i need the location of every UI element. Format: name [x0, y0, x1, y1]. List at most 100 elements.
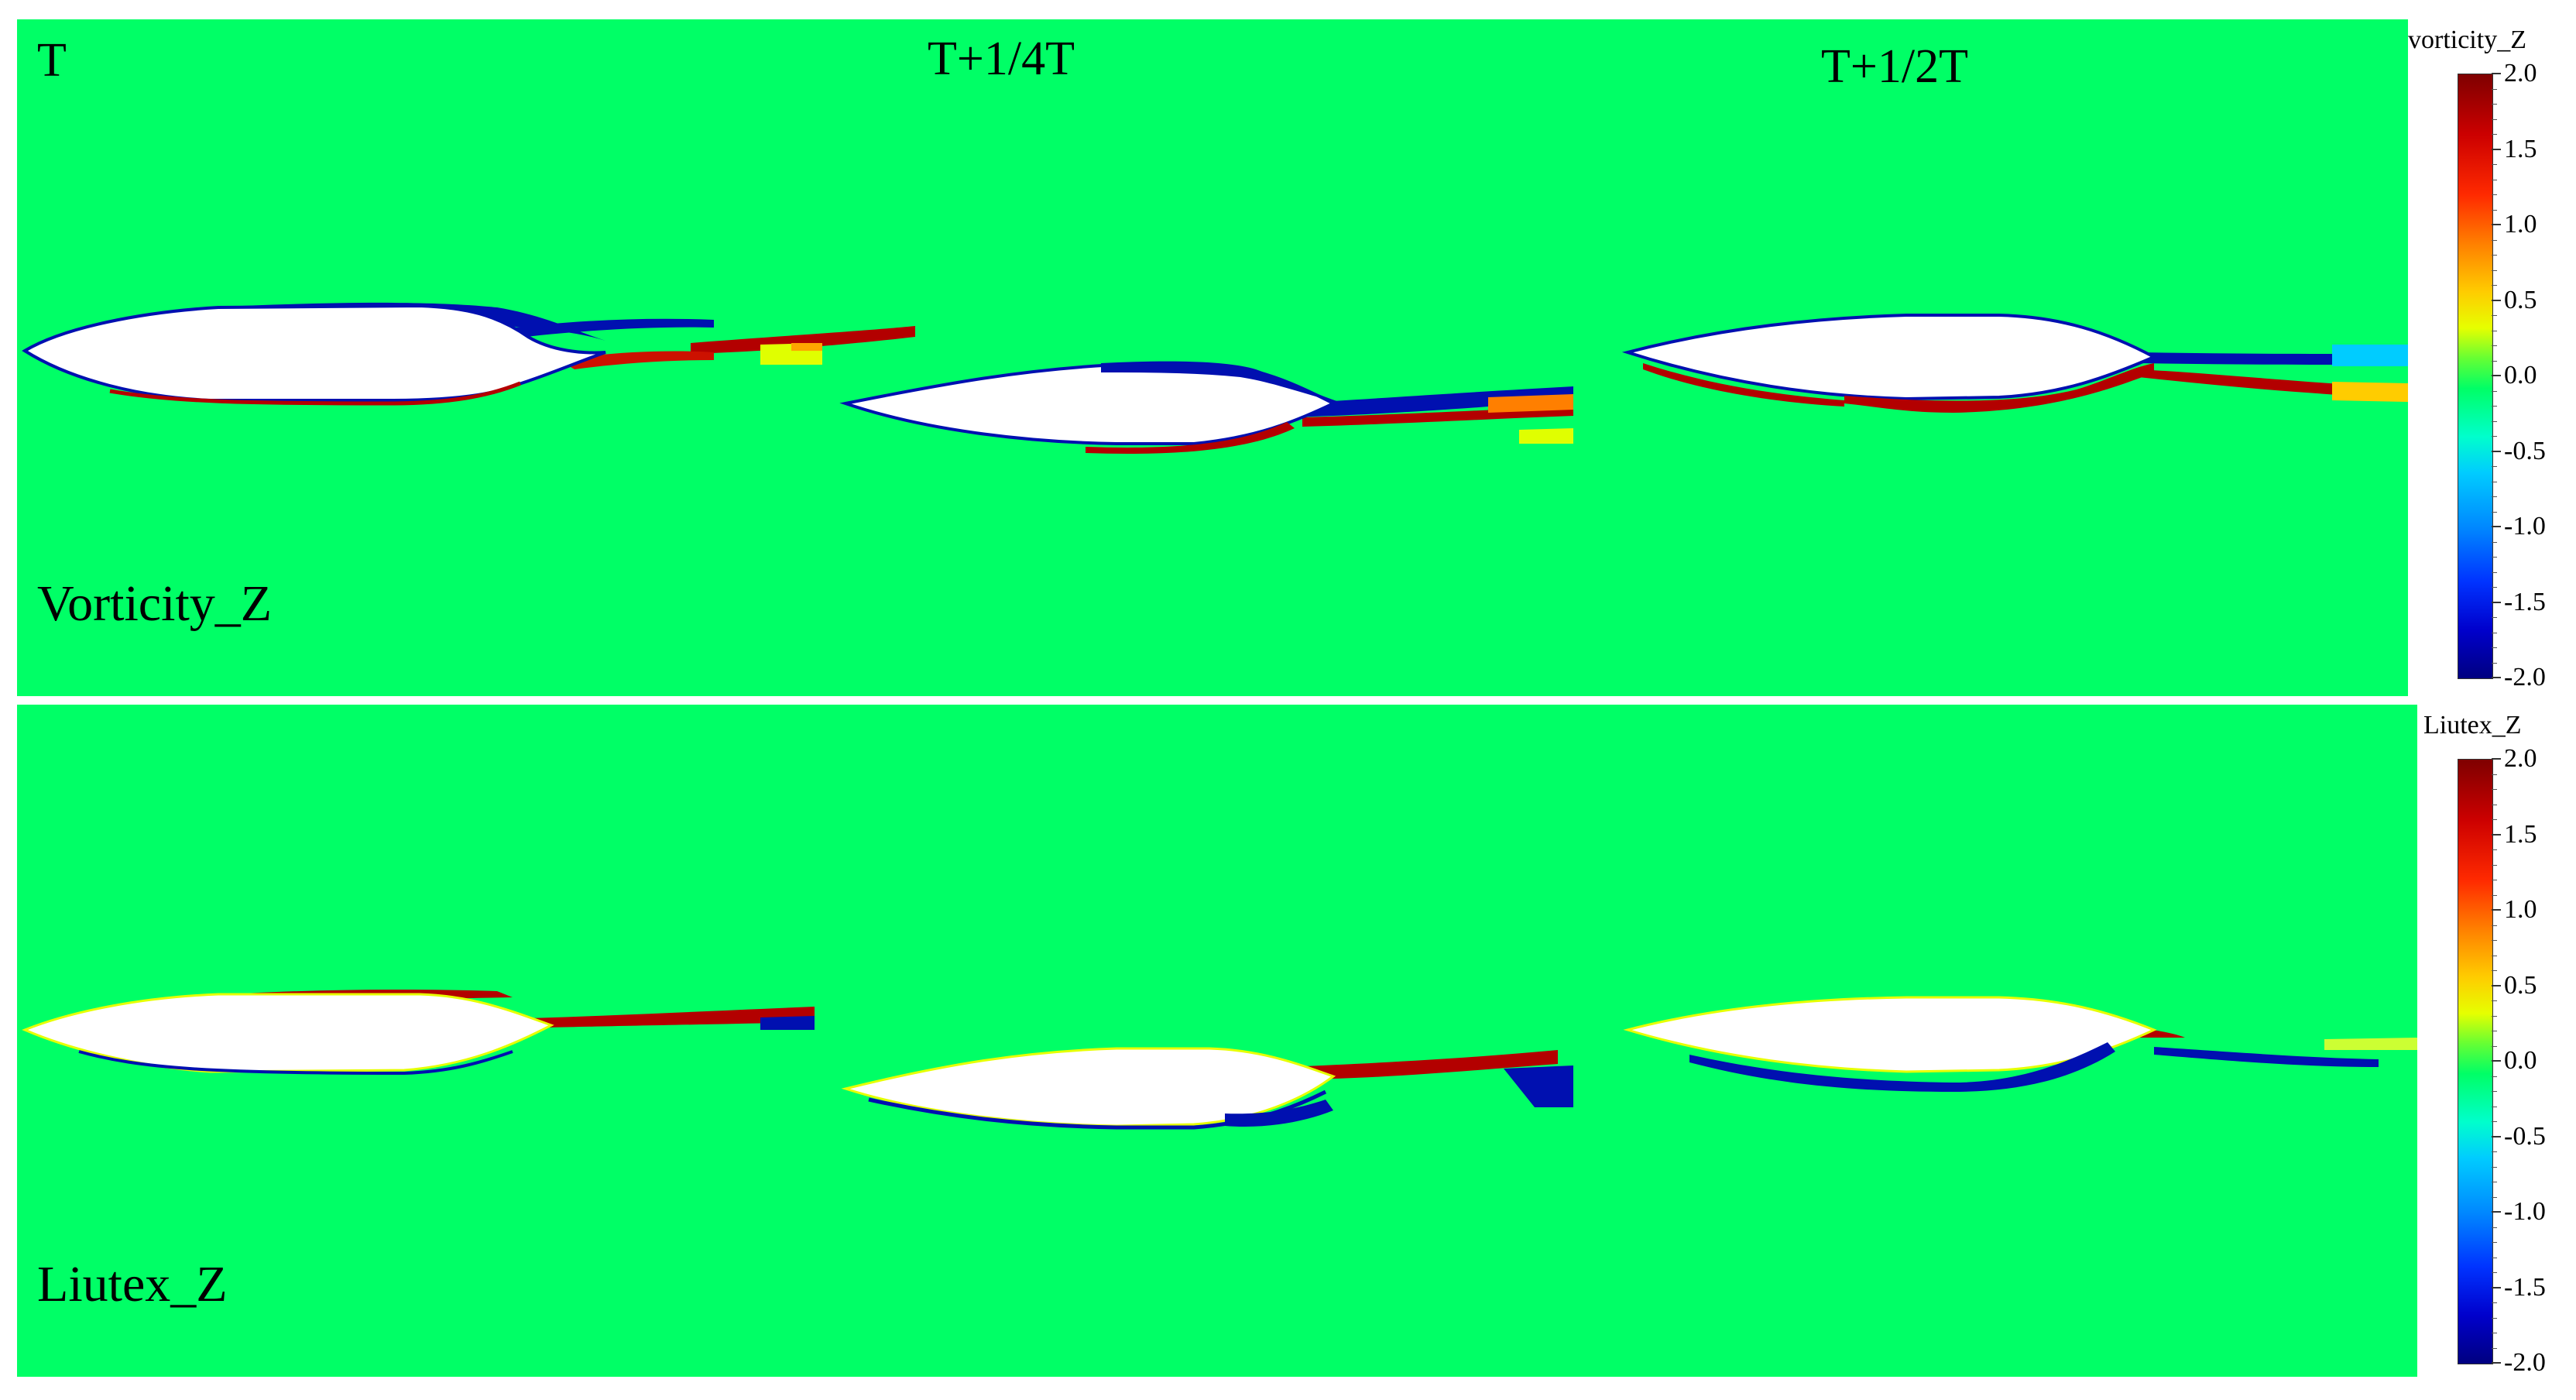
- vorticity-colorbar-gradient: [2458, 74, 2493, 679]
- colorbar-minor-tick: [2492, 647, 2497, 648]
- colorbar-tick-label: 2.0: [2504, 59, 2537, 88]
- colorbar-minor-tick: [2492, 496, 2497, 497]
- colorbar-minor-tick: [2492, 940, 2497, 941]
- colorbar-minor-tick: [2492, 662, 2497, 664]
- colorbar-tick-mark: [2492, 450, 2501, 452]
- colorbar-minor-tick: [2492, 894, 2497, 896]
- liutex-field: [22, 990, 2417, 1130]
- colorbar-tick-label: -1.5: [2504, 1272, 2546, 1302]
- colorbar-tick-label: 0.5: [2504, 970, 2537, 1000]
- colorbar-minor-tick: [2492, 1227, 2497, 1228]
- colorbar-tick-mark: [2492, 909, 2501, 911]
- liutex-panel: Liutex_Z: [17, 705, 2417, 1377]
- colorbar-tick-mark: [2492, 677, 2501, 678]
- colorbar-minor-tick: [2492, 1045, 2497, 1047]
- colorbar-minor-tick: [2492, 360, 2497, 362]
- colorbar-tick-label: 0.5: [2504, 285, 2537, 314]
- colorbar-minor-tick: [2492, 466, 2497, 467]
- colorbar-minor-tick: [2492, 315, 2497, 316]
- colorbar-minor-tick: [2492, 571, 2497, 573]
- colorbar-tick-label: -0.5: [2504, 1121, 2546, 1151]
- colorbar-minor-tick: [2492, 1015, 2497, 1017]
- colorbar-tick-label: -1.0: [2504, 512, 2546, 540]
- colorbar-minor-tick: [2492, 239, 2497, 241]
- colorbar-minor-tick: [2492, 1242, 2497, 1243]
- time-label-quarter: T+1/4T: [928, 33, 1075, 85]
- colorbar-minor-tick: [2492, 557, 2497, 558]
- colorbar-minor-tick: [2492, 345, 2497, 346]
- colorbar-minor-tick: [2492, 1121, 2497, 1122]
- colorbar-minor-tick: [2492, 255, 2497, 256]
- liutex-colorbar-gradient: [2458, 759, 2493, 1364]
- colorbar-minor-tick: [2492, 819, 2497, 820]
- colorbar-minor-tick: [2492, 849, 2497, 850]
- colorbar-minor-tick: [2492, 789, 2497, 790]
- time-label-half: T+1/2T: [1821, 40, 1968, 93]
- vorticity-label: Vorticity_Z: [37, 575, 273, 632]
- colorbar-minor-tick: [2492, 511, 2497, 513]
- colorbar-minor-tick: [2492, 864, 2497, 866]
- colorbar-minor-tick: [2492, 269, 2497, 271]
- colorbar-tick-mark: [2492, 1135, 2501, 1138]
- liutex-frame-half: [1623, 996, 2417, 1092]
- colorbar-tick-mark: [2492, 375, 2501, 376]
- colorbar-minor-tick: [2492, 1196, 2497, 1198]
- time-label-t: T: [37, 34, 67, 87]
- colorbar-minor-tick: [2492, 390, 2497, 392]
- colorbar-minor-tick: [2492, 1272, 2497, 1273]
- colorbar-minor-tick: [2492, 1347, 2497, 1349]
- colorbar-minor-tick: [2492, 1076, 2497, 1077]
- vorticity-colorbar: vorticity_Z 2.0 1.5 1.0 0.5 0.0 -0.5 -1.0 -1.5 -…: [2408, 19, 2576, 701]
- colorbar-tick-label: 0.0: [2504, 1046, 2537, 1075]
- colorbar-tick-label: 2.0: [2504, 744, 2537, 773]
- vorticity-frame-t: [22, 302, 915, 406]
- vorticity-colorbar-title: vorticity_Z: [2408, 26, 2526, 54]
- colorbar-minor-tick: [2492, 420, 2497, 422]
- colorbar-tick-label: 0.0: [2504, 361, 2537, 389]
- colorbar-minor-tick: [2492, 1317, 2497, 1319]
- colorbar-tick-label: 1.5: [2504, 134, 2537, 163]
- colorbar-minor-tick: [2492, 209, 2497, 211]
- colorbar-minor-tick: [2492, 1151, 2497, 1152]
- colorbar-minor-tick: [2492, 774, 2497, 775]
- liutex-colorbar-title: Liutex_Z: [2423, 711, 2522, 739]
- colorbar-tick-mark: [2492, 299, 2501, 301]
- vorticity-field: [22, 302, 2408, 454]
- colorbar-minor-tick: [2492, 1091, 2497, 1092]
- colorbar-minor-tick: [2492, 194, 2497, 195]
- vorticity-frame-quarter: [839, 361, 1573, 454]
- colorbar-tick-label: -1.5: [2504, 587, 2546, 616]
- colorbar-tick-mark: [2492, 526, 2501, 527]
- colorbar-minor-tick: [2492, 1166, 2497, 1168]
- colorbar-minor-tick: [2492, 541, 2497, 543]
- colorbar-tick-mark: [2492, 833, 2501, 836]
- colorbar-tick-mark: [2492, 224, 2501, 225]
- colorbar-minor-tick: [2492, 436, 2497, 437]
- colorbar-minor-tick: [2492, 118, 2497, 120]
- colorbar-tick-mark: [2492, 1211, 2501, 1213]
- colorbar-minor-tick: [2492, 587, 2497, 588]
- colorbar-tick-mark: [2492, 758, 2501, 760]
- liutex-frame-quarter: [841, 1047, 1573, 1130]
- colorbar-minor-tick: [2492, 925, 2497, 926]
- colorbar-minor-tick: [2492, 1302, 2497, 1303]
- colorbar-tick-mark: [2492, 1362, 2501, 1364]
- colorbar-minor-tick: [2492, 285, 2497, 286]
- liutex-colorbar: Liutex_Z 2.0 1.5 1.0 0.5 0.0 -0.5 -1.0 -1.5 -2.0: [2417, 705, 2576, 1386]
- colorbar-tick-label: 1.0: [2504, 895, 2537, 924]
- colorbar-tick-label: -0.5: [2504, 436, 2546, 465]
- colorbar-minor-tick: [2492, 617, 2497, 618]
- colorbar-tick-mark: [2492, 1060, 2501, 1062]
- colorbar-minor-tick: [2492, 134, 2497, 135]
- colorbar-tick-label: -2.0: [2504, 1348, 2546, 1377]
- colorbar-tick-mark: [2492, 148, 2501, 150]
- liutex-label: Liutex_Z: [37, 1256, 228, 1312]
- colorbar-tick-mark: [2492, 1286, 2501, 1288]
- colorbar-tick-label: 1.0: [2504, 210, 2537, 238]
- colorbar-tick-mark: [2492, 73, 2501, 74]
- colorbar-minor-tick: [2492, 164, 2497, 165]
- colorbar-tick-label: 1.5: [2504, 819, 2537, 849]
- colorbar-tick-label: -2.0: [2504, 663, 2546, 691]
- colorbar-minor-tick: [2492, 104, 2497, 105]
- colorbar-tick-mark: [2492, 601, 2501, 603]
